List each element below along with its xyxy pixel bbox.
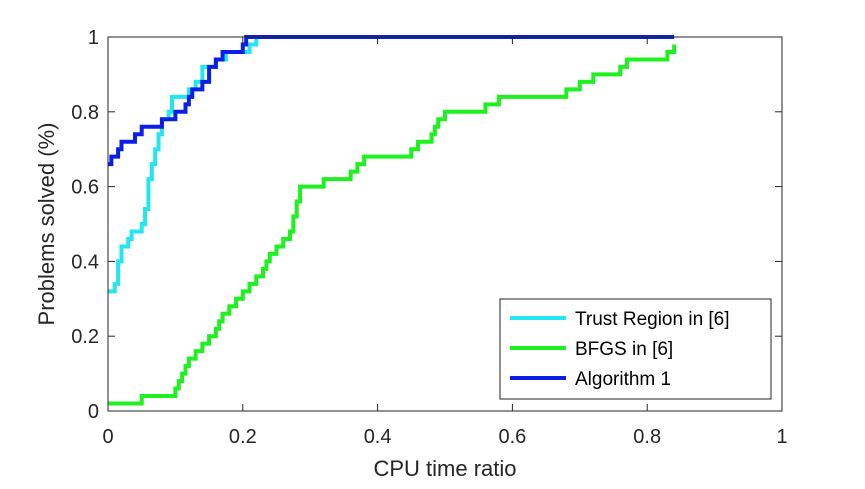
x-tick-label: 1 bbox=[776, 426, 787, 448]
series-layer bbox=[108, 35, 677, 406]
legend-label-bfgs: BFGS in [6] bbox=[575, 339, 673, 360]
y-tick-label: 1 bbox=[88, 27, 99, 49]
x-tick-label: 0.4 bbox=[364, 426, 392, 448]
y-axis-label: Problems solved (%) bbox=[34, 123, 59, 326]
y-tick-label: 0.4 bbox=[71, 251, 99, 273]
y-tick-label: 0.6 bbox=[71, 177, 99, 199]
y-tick-label: 0.8 bbox=[71, 102, 99, 124]
x-tick-label: 0 bbox=[102, 426, 113, 448]
y-tick-label: 0.2 bbox=[71, 326, 99, 348]
series-line-bfgs bbox=[108, 44, 677, 406]
x-axis-label: CPU time ratio bbox=[373, 456, 516, 481]
y-tick-label: 0 bbox=[88, 401, 99, 423]
legend-label-algorithm-1: Algorithm 1 bbox=[575, 369, 671, 390]
x-tick-label: 0.6 bbox=[498, 426, 526, 448]
legend: Trust Region in [6] BFGS in [6] Algorith… bbox=[499, 298, 772, 400]
tick-layer: 0 0.2 0.4 0.6 0.8 1 0 0.2 0.4 0.6 0.8 1 bbox=[71, 27, 787, 448]
plot-border bbox=[107, 36, 783, 412]
legend-label-trust-region: Trust Region in [6] bbox=[575, 309, 730, 330]
x-tick-label: 0.8 bbox=[633, 426, 661, 448]
x-tick-label: 0.2 bbox=[229, 426, 257, 448]
series-line-algorithm-1 bbox=[108, 35, 675, 167]
